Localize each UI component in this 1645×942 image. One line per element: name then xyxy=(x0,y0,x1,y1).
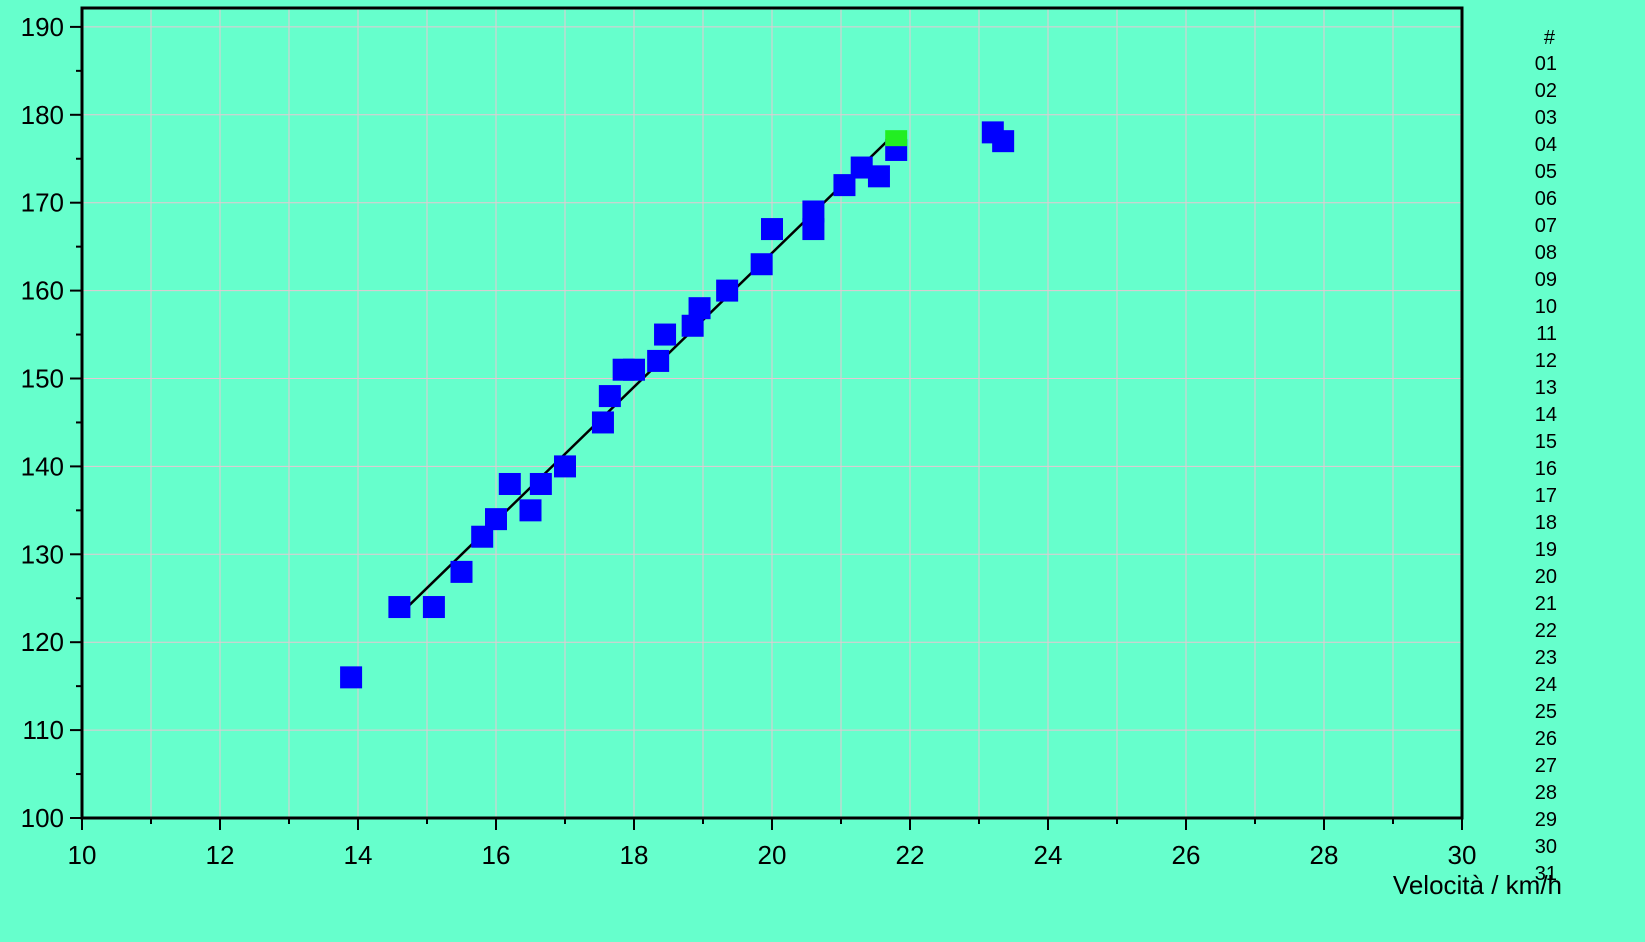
legend-item: 29 xyxy=(1535,809,1557,831)
data-point xyxy=(802,218,825,241)
data-point xyxy=(867,165,890,188)
legend-item: 25 xyxy=(1535,701,1557,723)
legend-item: 12 xyxy=(1535,350,1557,372)
legend-item: 10 xyxy=(1535,296,1557,318)
x-tick-label: 16 xyxy=(482,840,511,870)
legend-item: 24 xyxy=(1535,674,1557,696)
x-axis-ticks: 10 12 14 16 18 20 22 24 26 28 30 xyxy=(68,818,1477,870)
data-point xyxy=(654,323,677,346)
legend-item: 19 xyxy=(1535,539,1557,561)
legend-item: 05 xyxy=(1535,161,1557,183)
legend-item: 17 xyxy=(1535,485,1557,507)
data-point xyxy=(450,560,473,583)
data-point xyxy=(485,508,507,531)
x-tick-label: 30 xyxy=(1448,840,1477,870)
legend-header: # xyxy=(1544,27,1556,49)
data-point xyxy=(598,385,621,408)
data-point xyxy=(647,349,670,372)
data-point xyxy=(833,174,856,197)
legend-item: 04 xyxy=(1535,134,1557,156)
legend-item: 13 xyxy=(1535,377,1557,399)
legend-item: 15 xyxy=(1535,431,1557,453)
x-tick-label: 26 xyxy=(1172,840,1201,870)
data-point xyxy=(802,200,825,223)
x-tick-label: 22 xyxy=(896,840,925,870)
data-point xyxy=(850,156,873,179)
data-point xyxy=(554,455,576,478)
y-tick-label: 150 xyxy=(21,364,64,394)
data-point xyxy=(591,411,614,434)
x-axis-label: Velocità / km/h xyxy=(1393,870,1562,900)
legend-item: 23 xyxy=(1535,647,1557,669)
highlight-point xyxy=(885,130,908,147)
x-tick-label: 14 xyxy=(344,840,373,870)
data-point xyxy=(750,253,773,276)
legend-item: 30 xyxy=(1535,836,1557,858)
legend-item: 03 xyxy=(1535,107,1557,129)
data-point xyxy=(623,358,645,381)
y-tick-label: 180 xyxy=(21,100,64,130)
data-point xyxy=(529,472,552,495)
data-point xyxy=(340,666,363,689)
data-point xyxy=(422,596,445,619)
legend-item: 31 xyxy=(1535,863,1557,885)
legend-item: 20 xyxy=(1535,566,1557,588)
y-tick-label: 190 xyxy=(21,12,64,42)
data-point xyxy=(716,279,739,302)
x-tick-label: 28 xyxy=(1310,840,1339,870)
x-tick-label: 12 xyxy=(206,840,235,870)
y-axis-ticks: 100 110 120 130 140 150 160 170 180 190 xyxy=(21,12,82,833)
data-point xyxy=(992,130,1015,153)
y-tick-label: 110 xyxy=(23,715,64,745)
x-tick-label: 20 xyxy=(758,840,787,870)
legend-item: 21 xyxy=(1535,593,1557,615)
legend-item: 08 xyxy=(1535,242,1557,264)
legend-item: 01 xyxy=(1535,53,1557,75)
legend-item: 11 xyxy=(1536,323,1557,345)
data-point xyxy=(498,472,521,495)
y-tick-label: 160 xyxy=(21,276,64,306)
y-tick-label: 170 xyxy=(21,188,64,218)
y-tick-label: 100 xyxy=(21,803,64,833)
legend-item: 09 xyxy=(1535,269,1557,291)
legend-item: 22 xyxy=(1535,620,1557,642)
legend-item: 16 xyxy=(1535,458,1557,480)
legend-item: 18 xyxy=(1535,512,1557,534)
data-point xyxy=(388,596,411,619)
data-point xyxy=(519,499,542,522)
x-tick-label: 24 xyxy=(1034,840,1063,870)
legend: #01 02 03 04 05 06 07 08 09 10 11 12 13 14 15 16 17 18 19 2… xyxy=(1535,27,1557,885)
data-point xyxy=(761,218,783,241)
grid-lines xyxy=(82,8,1462,818)
data-points xyxy=(340,121,1015,689)
data-point xyxy=(471,525,494,548)
x-tick-label: 10 xyxy=(68,840,97,870)
x-tick-label: 18 xyxy=(620,840,649,870)
y-tick-label: 120 xyxy=(21,627,64,657)
y-tick-label: 140 xyxy=(21,451,64,481)
legend-item: 28 xyxy=(1535,782,1557,804)
y-tick-label: 130 xyxy=(21,539,64,569)
legend-item: 26 xyxy=(1535,728,1557,750)
data-point xyxy=(681,314,704,337)
data-point xyxy=(688,297,711,320)
legend-item: 02 xyxy=(1535,80,1557,102)
legend-item: 27 xyxy=(1535,755,1557,777)
legend-item: 07 xyxy=(1535,215,1557,237)
legend-item: 06 xyxy=(1535,188,1557,210)
legend-item: 14 xyxy=(1535,404,1557,426)
